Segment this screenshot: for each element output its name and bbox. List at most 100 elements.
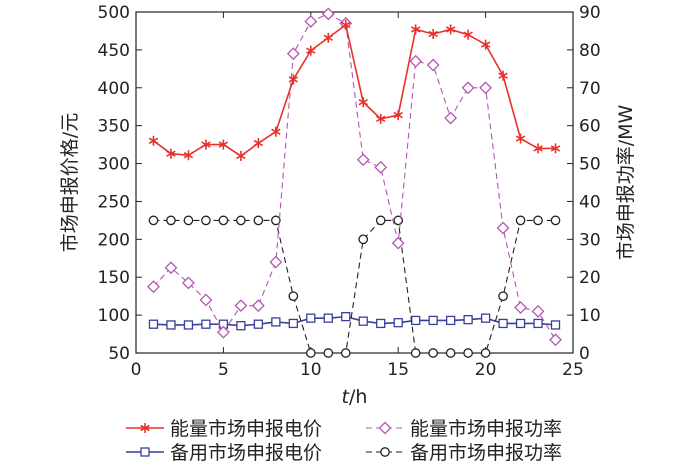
data-point-energy-power — [216, 325, 230, 339]
legend-label: 能量市场申报功率 — [410, 418, 562, 440]
data-point-reserve-power — [236, 215, 246, 226]
data-point-reserve-power — [358, 234, 369, 245]
y-right-tick-label: 80 — [579, 41, 601, 61]
data-point-energy-price — [148, 135, 159, 146]
data-point-reserve-power — [340, 348, 351, 358]
data-point-energy-power — [199, 293, 213, 307]
data-point-reserve-price — [533, 318, 543, 329]
legend-marker — [140, 423, 150, 433]
data-point-energy-power — [234, 299, 248, 313]
data-point-energy-power — [549, 333, 562, 347]
data-point-reserve-power — [375, 215, 386, 226]
legend-item-energy-power: 能量市场申报功率 — [366, 418, 562, 440]
data-point-reserve-power — [305, 348, 316, 358]
data-point-reserve-power — [550, 215, 561, 226]
x-tick-label: 15 — [387, 360, 409, 380]
data-point-energy-power — [321, 7, 335, 21]
legend-item-reserve-price: 备用市场申报电价 — [126, 442, 322, 464]
x-axis-label-unit: /h — [349, 386, 367, 408]
data-point-energy-power — [269, 255, 283, 269]
series-line-energy-power — [153, 13, 556, 341]
data-point-reserve-power — [166, 215, 176, 226]
data-point-energy-price — [166, 148, 176, 159]
data-point-reserve-power — [148, 215, 159, 226]
y-right-tick-label: 0 — [579, 344, 590, 364]
x-tick-label: 20 — [475, 360, 497, 380]
data-point-energy-power — [182, 276, 195, 290]
y-left-tick-label: 400 — [98, 79, 130, 99]
x-tick-label: 0 — [131, 360, 142, 380]
y-left-tick-label: 500 — [98, 3, 130, 23]
data-point-energy-price — [498, 70, 508, 81]
x-axis-label: t/h — [342, 386, 368, 408]
data-point-reserve-price — [253, 319, 264, 329]
data-point-reserve-price — [201, 319, 211, 329]
y-left-tick-label: 450 — [98, 41, 130, 61]
data-point-reserve-price — [428, 315, 438, 326]
y-right-tick-label: 30 — [579, 230, 601, 250]
series-line-energy-price — [153, 23, 556, 157]
legend-item-energy-price: 能量市场申报电价 — [126, 418, 322, 440]
y-axis-left-label: 市场申报价格/元 — [59, 113, 81, 252]
y-left-tick-label: 200 — [98, 230, 130, 250]
series-energy-price — [148, 19, 561, 161]
data-point-reserve-price — [463, 315, 473, 325]
data-point-reserve-price — [341, 311, 351, 322]
legend-item-reserve-power: 备用市场申报功率 — [366, 442, 562, 464]
y-right-tick-label: 60 — [579, 117, 601, 137]
data-point-energy-price — [533, 143, 543, 154]
data-point-reserve-power — [445, 348, 456, 358]
data-point-reserve-price — [236, 321, 246, 331]
data-point-energy-power — [409, 54, 423, 68]
legend-label: 备用市场申报电价 — [170, 442, 322, 464]
data-point-energy-price — [515, 133, 526, 144]
data-point-energy-price — [428, 28, 438, 39]
axis-labels: t/h 市场申报价格/元 市场申报功率/MW — [59, 105, 637, 408]
data-point-reserve-price — [393, 318, 403, 328]
data-point-reserve-price — [306, 313, 316, 323]
data-point-energy-power — [147, 280, 160, 294]
data-point-energy-price — [550, 143, 561, 154]
data-point-energy-power — [531, 304, 545, 318]
data-point-energy-price — [288, 74, 299, 85]
data-point-energy-price — [341, 19, 351, 30]
data-point-energy-price — [410, 24, 421, 35]
data-point-energy-price — [201, 139, 211, 150]
data-point-reserve-price — [323, 313, 333, 323]
data-point-energy-power — [479, 81, 493, 95]
data-point-energy-power — [514, 301, 527, 314]
data-point-energy-price — [306, 45, 316, 56]
series-line-reserve-power — [153, 219, 556, 354]
series-reserve-price — [148, 311, 561, 331]
data-point-reserve-price — [498, 318, 508, 329]
data-point-reserve-price — [445, 315, 456, 326]
legend-label: 备用市场申报功率 — [410, 442, 562, 464]
x-tick-label: 5 — [218, 360, 229, 380]
legend-marker — [380, 447, 390, 457]
data-point-energy-price — [393, 110, 403, 121]
y-right-tick-label: 20 — [579, 268, 601, 288]
data-point-reserve-price — [515, 318, 526, 329]
data-point-reserve-price — [271, 317, 281, 327]
data-point-reserve-power — [498, 291, 508, 302]
data-point-energy-power — [374, 160, 388, 174]
data-point-energy-power — [391, 236, 405, 250]
data-point-reserve-power — [183, 215, 194, 226]
data-point-energy-power — [461, 81, 475, 95]
data-point-reserve-power — [480, 348, 491, 358]
ticks-layer: 0 5 10 15 20 25 50 100 150 200 250 300 350 400 450 500 0… — [98, 3, 601, 380]
data-point-reserve-power — [463, 348, 473, 358]
data-point-energy-price — [218, 139, 229, 150]
data-point-energy-price — [253, 138, 264, 149]
series-layer — [147, 7, 562, 358]
legend-label: 能量市场申报电价 — [170, 418, 322, 440]
series-energy-power — [147, 7, 562, 347]
y-left-tick-label: 150 — [98, 268, 130, 288]
data-point-energy-power — [496, 221, 510, 235]
data-point-reserve-price — [288, 318, 298, 329]
data-point-reserve-power — [201, 215, 211, 226]
data-point-reserve-price — [480, 313, 491, 323]
x-tick-label: 25 — [562, 360, 584, 380]
